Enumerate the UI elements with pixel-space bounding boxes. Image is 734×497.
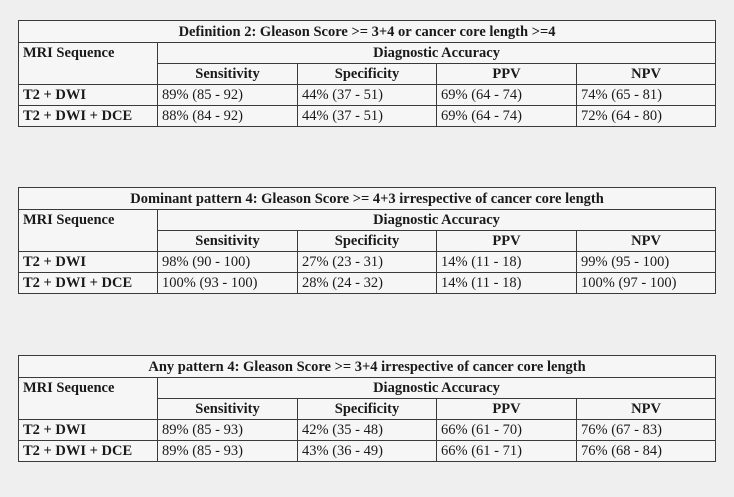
table-row: T2 + DWI + DCE 89% (85 - 93) 43% (36 - 4…: [18, 440, 717, 462]
table-row: T2 + DWI + DCE 88% (84 - 92) 44% (37 - 5…: [18, 105, 717, 127]
row-label: T2 + DWI: [18, 84, 158, 106]
column-header-specificity: Specificity: [297, 230, 437, 252]
column-header-npv: NPV: [575, 230, 717, 252]
cell-ppv: 14% (11 - 18): [436, 272, 577, 294]
row-label: T2 + DWI + DCE: [18, 440, 158, 462]
diagnostic-accuracy-header: Diagnostic Accuracy: [156, 209, 717, 231]
cell-ppv: 66% (61 - 70): [436, 419, 577, 441]
cell-specificity: 44% (37 - 51): [297, 105, 437, 127]
table-title-row: Definition 2: Gleason Score >= 3+4 or ca…: [17, 20, 717, 43]
column-header-ppv: PPV: [436, 230, 577, 252]
cell-npv: 74% (65 - 81): [575, 84, 717, 106]
accuracy-table-definition-2: Definition 2: Gleason Score >= 3+4 or ca…: [17, 20, 717, 127]
cell-specificity: 27% (23 - 31): [297, 251, 437, 273]
column-header-specificity: Specificity: [297, 398, 437, 420]
diagnostic-accuracy-header: Diagnostic Accuracy: [156, 42, 717, 64]
cell-npv: 72% (64 - 80): [575, 105, 717, 127]
cell-ppv: 14% (11 - 18): [436, 251, 577, 273]
table-row: T2 + DWI + DCE 100% (93 - 100) 28% (24 -…: [18, 272, 717, 294]
row-label: T2 + DWI + DCE: [18, 105, 158, 127]
column-header-sensitivity: Sensitivity: [157, 230, 298, 252]
column-header-ppv: PPV: [436, 63, 577, 85]
cell-npv: 76% (68 - 84): [575, 440, 717, 462]
table-title-row: Dominant pattern 4: Gleason Score >= 4+3…: [17, 187, 717, 210]
cell-sensitivity: 89% (85 - 92): [157, 84, 298, 106]
table-row: T2 + DWI 89% (85 - 93) 42% (35 - 48) 66%…: [18, 419, 717, 441]
cell-sensitivity: 100% (93 - 100): [157, 272, 298, 294]
cell-npv: 76% (67 - 83): [575, 419, 717, 441]
cell-specificity: 28% (24 - 32): [297, 272, 437, 294]
mri-sequence-header: MRI Sequence: [18, 377, 158, 420]
cell-sensitivity: 89% (85 - 93): [157, 440, 298, 462]
table-header-row: MRI Sequence Diagnostic Accuracy: [18, 209, 717, 252]
table-header-row: MRI Sequence Diagnostic Accuracy: [18, 42, 717, 85]
table-title: Definition 2: Gleason Score >= 3+4 or ca…: [17, 20, 717, 43]
column-header-npv: NPV: [575, 63, 717, 85]
row-label: T2 + DWI: [18, 251, 158, 273]
cell-ppv: 66% (61 - 71): [436, 440, 577, 462]
cell-npv: 99% (95 - 100): [575, 251, 717, 273]
cell-specificity: 43% (36 - 49): [297, 440, 437, 462]
column-header-npv: NPV: [575, 398, 717, 420]
table-title-row: Any pattern 4: Gleason Score >= 3+4 irre…: [17, 355, 717, 378]
table-title: Any pattern 4: Gleason Score >= 3+4 irre…: [17, 355, 717, 378]
table-row: T2 + DWI 89% (85 - 92) 44% (37 - 51) 69%…: [18, 84, 717, 106]
column-header-ppv: PPV: [436, 398, 577, 420]
cell-sensitivity: 98% (90 - 100): [157, 251, 298, 273]
table-title: Dominant pattern 4: Gleason Score >= 4+3…: [17, 187, 717, 210]
row-label: T2 + DWI + DCE: [18, 272, 158, 294]
diagnostic-accuracy-header: Diagnostic Accuracy: [156, 377, 717, 399]
cell-ppv: 69% (64 - 74): [436, 105, 577, 127]
column-header-sensitivity: Sensitivity: [157, 398, 298, 420]
column-header-specificity: Specificity: [297, 63, 437, 85]
table-column-header-row: Sensitivity Specificity PPV NPV: [19, 398, 717, 420]
table-header-row: MRI Sequence Diagnostic Accuracy: [18, 377, 717, 420]
cell-specificity: 42% (35 - 48): [297, 419, 437, 441]
accuracy-table-dominant-pattern-4: Dominant pattern 4: Gleason Score >= 4+3…: [17, 187, 717, 294]
table-row: T2 + DWI 98% (90 - 100) 27% (23 - 31) 14…: [18, 251, 717, 273]
cell-specificity: 44% (37 - 51): [297, 84, 437, 106]
column-header-sensitivity: Sensitivity: [157, 63, 298, 85]
cell-ppv: 69% (64 - 74): [436, 84, 577, 106]
cell-npv: 100% (97 - 100): [575, 272, 717, 294]
accuracy-table-any-pattern-4: Any pattern 4: Gleason Score >= 3+4 irre…: [17, 355, 717, 462]
cell-sensitivity: 88% (84 - 92): [157, 105, 298, 127]
row-label: T2 + DWI: [18, 419, 158, 441]
mri-sequence-header: MRI Sequence: [18, 209, 158, 252]
mri-sequence-header: MRI Sequence: [18, 42, 158, 85]
cell-sensitivity: 89% (85 - 93): [157, 419, 298, 441]
